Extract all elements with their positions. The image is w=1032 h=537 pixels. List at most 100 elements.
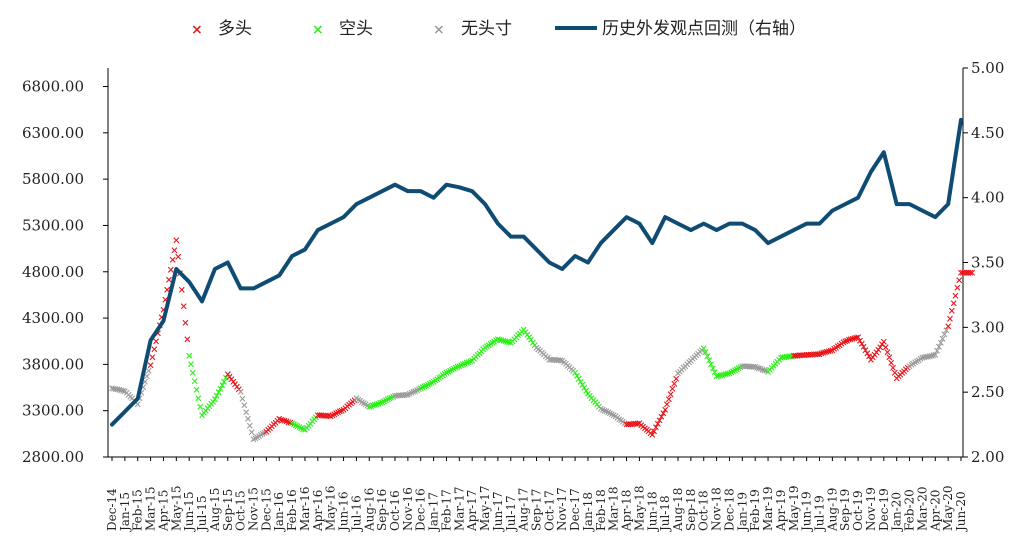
price-point: × xyxy=(293,422,301,433)
price-point: × xyxy=(644,427,652,438)
price-point: × xyxy=(670,379,678,390)
price-point: × xyxy=(576,377,584,388)
price-point: × xyxy=(617,416,625,427)
price-point: × xyxy=(428,378,436,389)
price-point: × xyxy=(779,353,787,364)
x-tick-label: Mar-16 xyxy=(298,486,312,531)
price-point: × xyxy=(172,235,180,246)
x-tick-label: Sep-17 xyxy=(530,489,544,531)
x-tick-label: Oct-19 xyxy=(851,490,865,531)
price-point: × xyxy=(260,428,268,439)
price-point: × xyxy=(439,370,447,381)
price-point: × xyxy=(523,330,531,341)
price-point: × xyxy=(630,419,638,430)
price-point: × xyxy=(394,391,402,402)
price-point: × xyxy=(738,361,746,372)
price-point: × xyxy=(328,410,336,421)
price-point: × xyxy=(521,328,529,339)
price-point: × xyxy=(512,333,520,344)
price-point: × xyxy=(123,388,131,399)
price-point: × xyxy=(918,353,926,364)
price-point: × xyxy=(848,334,856,345)
price-point: × xyxy=(957,268,965,279)
price-point: × xyxy=(378,397,386,408)
price-point: × xyxy=(604,408,612,419)
price-point: × xyxy=(865,352,873,363)
price-point: × xyxy=(643,425,651,436)
price-point: × xyxy=(402,390,410,401)
price-point: × xyxy=(946,314,954,325)
price-point: × xyxy=(635,419,643,430)
price-point: × xyxy=(258,429,266,440)
price-point: × xyxy=(281,416,289,427)
price-point: × xyxy=(361,400,369,411)
price-point: × xyxy=(793,351,801,362)
price-point: × xyxy=(448,365,456,376)
x-tick-label: Apr-15 xyxy=(156,490,170,532)
price-point: × xyxy=(729,367,737,378)
price-point: × xyxy=(775,355,783,366)
x-tick-label: Nov-19 xyxy=(864,487,878,531)
price-point: × xyxy=(185,351,193,362)
price-point: × xyxy=(115,385,123,396)
price-point: × xyxy=(839,338,847,349)
price-point: × xyxy=(677,365,685,376)
legend: × 多头 × 空头 × 无头寸 历史外发观点回测（右轴） xyxy=(191,19,806,39)
price-point: × xyxy=(663,400,671,411)
price-point: × xyxy=(968,268,976,279)
price-point: × xyxy=(904,363,912,374)
price-point: × xyxy=(374,399,382,410)
x-tick-label: Apr-17 xyxy=(465,490,479,532)
price-point: × xyxy=(685,358,693,369)
x-tick-label: Jun-17 xyxy=(491,491,505,533)
price-point: × xyxy=(652,423,660,434)
price-point: × xyxy=(891,368,899,379)
x-tick-label: Dec-19 xyxy=(877,488,891,531)
price-point: × xyxy=(722,370,730,381)
price-point: × xyxy=(275,414,283,425)
price-point: × xyxy=(304,421,312,432)
x-tick-label: Oct-18 xyxy=(697,490,711,531)
price-point: × xyxy=(944,321,952,332)
x-tick-label: May-15 xyxy=(169,485,183,531)
price-point: × xyxy=(692,351,700,362)
price-point: × xyxy=(262,427,270,438)
price-point: × xyxy=(507,338,515,349)
price-point: × xyxy=(894,372,902,383)
price-point: × xyxy=(358,397,366,408)
price-point: × xyxy=(139,383,147,394)
backtest-line-layer xyxy=(110,117,963,427)
price-point: × xyxy=(312,413,320,424)
price-point: × xyxy=(479,345,487,356)
x-tick-label: May-20 xyxy=(941,485,955,531)
price-point: × xyxy=(530,340,538,351)
price-point: × xyxy=(836,340,844,351)
x-tick-label: Dec-17 xyxy=(568,488,582,531)
price-point: × xyxy=(718,370,726,381)
price-point: × xyxy=(190,377,198,388)
price-point: × xyxy=(687,356,695,367)
price-point: × xyxy=(683,359,691,370)
price-point: × xyxy=(802,350,810,361)
price-point: × xyxy=(356,396,364,407)
price-point: × xyxy=(867,355,875,366)
price-point: × xyxy=(240,401,248,412)
price-point: × xyxy=(698,345,706,356)
price-point: × xyxy=(148,352,156,363)
x-tick-label: Aug-17 xyxy=(517,488,531,532)
price-point: × xyxy=(143,371,151,382)
x-tick-label: Apr-19 xyxy=(774,490,788,532)
price-point: × xyxy=(937,338,945,349)
price-point: × xyxy=(582,386,590,397)
price-point: × xyxy=(609,410,617,421)
price-point: × xyxy=(773,357,781,368)
price-point: × xyxy=(553,355,561,366)
price-point: × xyxy=(547,355,555,366)
price-point: × xyxy=(764,367,772,378)
price-point: × xyxy=(194,393,202,404)
x-tick-label: Jul-15 xyxy=(195,495,209,533)
price-point: × xyxy=(209,397,217,408)
x-tick-label: Jan-20 xyxy=(890,492,904,533)
price-point: × xyxy=(933,346,941,357)
price-point: × xyxy=(113,385,121,396)
